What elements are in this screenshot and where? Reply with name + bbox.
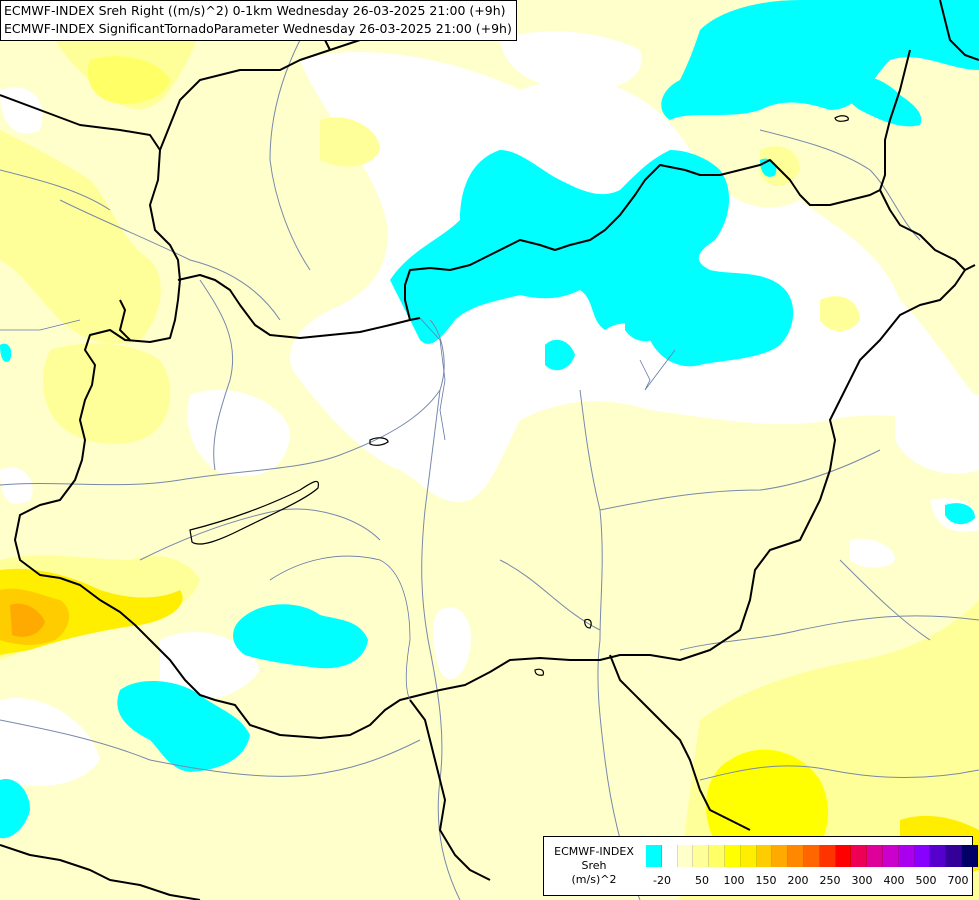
title-line-2: ECMWF-INDEX SignificantTornadoParameter … [4,21,512,36]
legend-swatch [851,845,868,867]
legend-title-line-1: ECMWF-INDEX [554,845,634,858]
legend-swatch [867,845,883,867]
legend-tick-label: -20 [653,874,671,887]
legend-swatch [788,845,804,867]
legend-swatch [677,845,694,867]
legend-swatch [961,845,978,867]
negative-zones [0,0,979,839]
regional-lines [0,317,676,701]
legend-title: ECMWF-INDEX Sreh (m/s)^2 [548,845,640,887]
legend-swatch [646,845,662,867]
legend-tick-label: 250 [819,874,841,887]
legend-swatch [693,845,710,867]
yellow-zones [0,0,979,874]
legend-title-line-3: (m/s)^2 [571,873,617,886]
legend-swatch [819,845,836,867]
legend-swatch [882,845,899,867]
legend-tick-label: 300 [851,874,873,887]
legend-swatch [709,845,725,867]
legend-swatch [661,845,678,867]
legend-swatch [756,845,773,867]
legend-swatch [724,845,741,867]
legend-tick-label: 700 [947,874,969,887]
legend-tick-label: 500 [915,874,937,887]
legend-swatch [803,845,820,867]
legend-swatch [930,845,947,867]
legend-tick-label: 150 [755,874,777,887]
legend-swatch [835,845,852,867]
legend-color-scale [646,845,978,867]
legend-tick-label: 100 [723,874,745,887]
legend-swatch [898,845,915,867]
legend-swatch [772,845,789,867]
legend-tick-label: 200 [787,874,809,887]
legend-tick-label: 50 [695,874,709,887]
lakes [189,115,849,676]
legend-swatch [914,845,931,867]
legend-title-line-2: Sreh [581,859,607,872]
legend-swatch [946,845,962,867]
map-title-box: ECMWF-INDEX Sreh Right ((m/s)^2) 0-1km W… [0,0,517,41]
legend-tick-label: 400 [883,874,905,887]
rivers [0,39,979,900]
legend-tick-labels: -20 50 100 150 200 250 300 400 500 700 [642,874,972,890]
legend-swatch [740,845,757,867]
title-line-1: ECMWF-INDEX Sreh Right ((m/s)^2) 0-1km W… [4,3,506,18]
color-legend: ECMWF-INDEX Sreh (m/s)^2 -20 50 100 150 200 2… [543,836,978,896]
